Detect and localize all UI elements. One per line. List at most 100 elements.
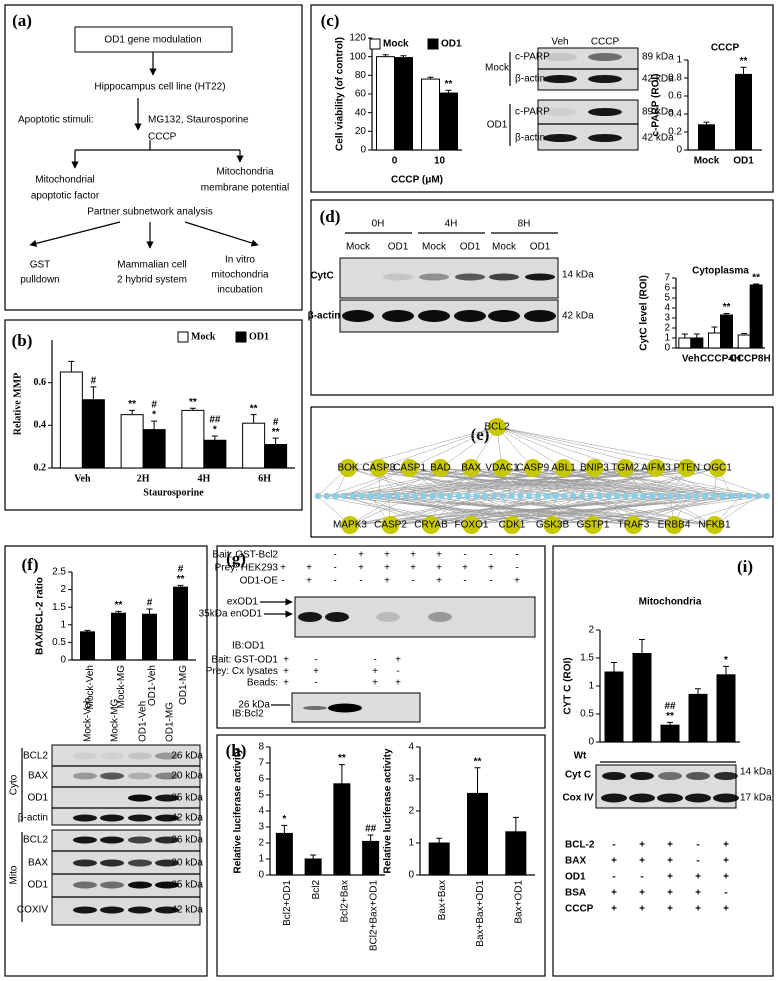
band — [128, 794, 152, 802]
band — [73, 814, 97, 822]
label: CCCP — [591, 37, 620, 48]
error-bar — [281, 824, 288, 834]
x-tick-label: Mock-Veh — [85, 665, 96, 709]
error-bar — [151, 420, 158, 430]
error-bar — [189, 407, 196, 411]
error-bar — [272, 437, 279, 445]
error-bar — [723, 313, 730, 315]
y-axis-label: Relative MMP — [12, 373, 23, 435]
node — [381, 516, 400, 534]
label: - — [396, 666, 399, 677]
frame — [552, 545, 774, 977]
edge — [349, 495, 398, 526]
node — [647, 459, 665, 477]
error-bar — [695, 688, 701, 695]
node — [737, 492, 744, 500]
label: Wt — [574, 751, 587, 762]
node — [728, 492, 735, 500]
label: Beads: — [247, 678, 278, 689]
y-tick-label: 1 — [664, 333, 670, 344]
x-tick-label: Bax+Bax+OD1 — [475, 880, 486, 947]
significance: ** — [338, 753, 346, 764]
edge — [599, 467, 718, 497]
band — [100, 859, 124, 867]
label: 20 kDa — [171, 858, 203, 869]
error-bar — [723, 665, 729, 675]
edge — [378, 467, 495, 497]
label: CDK1 — [499, 520, 526, 531]
error-bar — [512, 816, 519, 832]
node — [488, 418, 506, 436]
label: Bait: GST-OD1 — [211, 655, 278, 666]
edge — [347, 426, 498, 469]
y-tick-label: 0 — [360, 145, 366, 156]
y-tick-label: 4 — [258, 806, 264, 817]
blot — [339, 257, 559, 299]
band — [455, 273, 485, 281]
band — [713, 793, 739, 803]
edge — [546, 495, 594, 526]
band — [155, 814, 179, 822]
label: - — [640, 872, 643, 883]
bar — [737, 334, 751, 349]
node — [708, 459, 727, 477]
node — [584, 516, 602, 534]
panel-label: (f) — [22, 555, 39, 574]
y-tick-label: 2 — [258, 838, 264, 849]
x-tick-label: CCCP4H — [700, 354, 741, 365]
x-axis-label: Staurosporine — [143, 487, 204, 498]
bar — [505, 831, 527, 876]
bar — [698, 124, 715, 151]
panel-label: (i) — [737, 557, 753, 576]
error-bar — [90, 386, 97, 400]
legend-swatch — [235, 331, 247, 343]
error-bar — [211, 435, 218, 441]
label: + — [667, 840, 673, 851]
y-tick-label: 1 — [60, 619, 66, 630]
node — [665, 516, 683, 534]
band — [155, 752, 179, 760]
label: + — [436, 550, 442, 561]
label: + — [283, 678, 289, 689]
band — [128, 772, 152, 780]
band — [601, 793, 627, 803]
edge — [378, 426, 498, 469]
node — [422, 516, 440, 534]
label: ABL1 — [551, 463, 576, 474]
edge — [471, 495, 530, 526]
band — [630, 772, 654, 780]
edge — [349, 495, 415, 526]
band — [73, 752, 97, 760]
label: OD1 — [27, 793, 48, 804]
label: + — [639, 840, 645, 851]
label: MAPK3 — [333, 520, 367, 531]
label: + — [723, 856, 729, 867]
edge — [390, 495, 583, 526]
significance: ** — [474, 756, 482, 767]
label: Mitochondria — [216, 167, 274, 178]
band — [588, 53, 622, 61]
label: OD1-MG — [165, 702, 176, 742]
bar — [181, 409, 205, 469]
x-tick-label: Mock — [694, 156, 720, 167]
legend-label: Mock — [191, 331, 216, 342]
band — [100, 772, 124, 780]
label: + — [639, 904, 645, 915]
error-bar — [741, 333, 748, 335]
label: - — [333, 550, 336, 561]
significance: ## — [365, 824, 377, 835]
node — [339, 459, 357, 477]
significance: ** — [177, 574, 185, 585]
significance: ** — [752, 273, 760, 284]
node — [616, 459, 635, 477]
y-tick-label: 2.5 — [52, 567, 66, 578]
node — [666, 492, 674, 500]
node — [493, 459, 511, 477]
y-tick-label: 3 — [258, 822, 264, 833]
x-tick-label: Veh — [682, 354, 700, 365]
label: Mock-Veh — [83, 698, 94, 742]
y-tick-label: 0 — [664, 343, 670, 354]
band — [418, 310, 450, 322]
node — [341, 516, 359, 534]
label: membrane potential — [201, 183, 289, 194]
